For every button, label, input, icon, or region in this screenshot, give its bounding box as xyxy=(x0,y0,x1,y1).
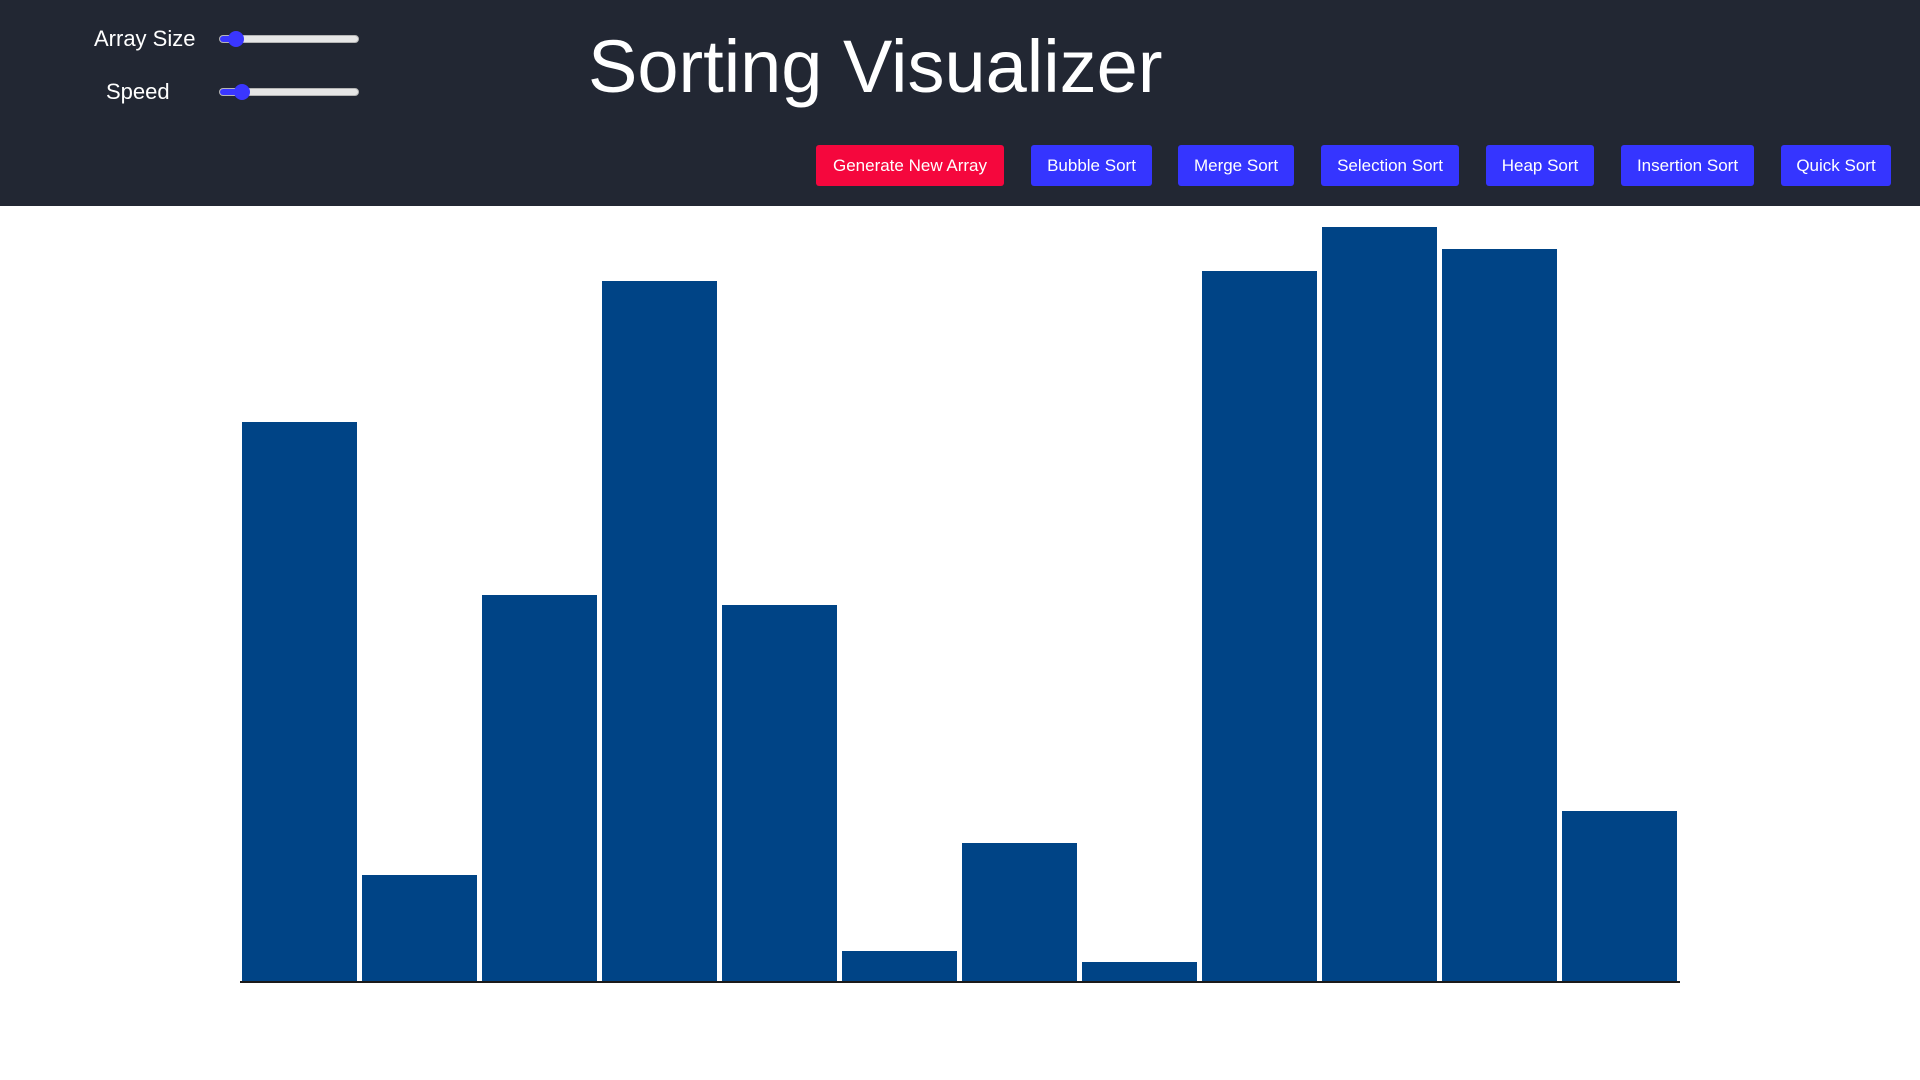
array-bar-11 xyxy=(1442,249,1557,981)
array-bar-12 xyxy=(1562,811,1677,981)
array-bar-1 xyxy=(242,422,357,981)
array-size-slider-thumb[interactable] xyxy=(227,31,244,47)
array-bar-10 xyxy=(1322,227,1437,981)
speed-control: Speed xyxy=(0,72,400,112)
merge-sort-button[interactable]: Merge Sort xyxy=(1178,145,1294,186)
array-bar-6 xyxy=(842,951,957,981)
insertion-sort-button[interactable]: Insertion Sort xyxy=(1621,145,1754,186)
array-bar-3 xyxy=(482,595,597,981)
array-bar-4 xyxy=(602,281,717,981)
array-bar-9 xyxy=(1202,271,1317,981)
speed-label: Speed xyxy=(106,79,170,104)
speed-slider-fill xyxy=(220,89,243,95)
array-bar-8 xyxy=(1082,962,1197,981)
page-title: Sorting Visualizer xyxy=(588,25,1163,108)
header-bar: Array Size Speed Sorting Visualizer Gene… xyxy=(0,0,1920,206)
array-bars-chart xyxy=(0,206,1920,1080)
speed-slider-thumb[interactable] xyxy=(233,84,250,100)
quick-sort-button[interactable]: Quick Sort xyxy=(1781,145,1891,186)
heap-sort-button[interactable]: Heap Sort xyxy=(1486,145,1594,186)
array-bar-5 xyxy=(722,605,837,981)
selection-sort-button[interactable]: Selection Sort xyxy=(1321,145,1459,186)
array-bar-2 xyxy=(362,875,477,981)
array-size-control: Array Size xyxy=(0,19,400,59)
bubble-sort-button[interactable]: Bubble Sort xyxy=(1031,145,1152,186)
bars-baseline xyxy=(240,981,1680,983)
array-size-label: Array Size xyxy=(94,26,196,51)
speed-slider[interactable] xyxy=(219,88,359,96)
generate-new-array-button[interactable]: Generate New Array xyxy=(816,145,1004,186)
array-bar-7 xyxy=(962,843,1077,981)
